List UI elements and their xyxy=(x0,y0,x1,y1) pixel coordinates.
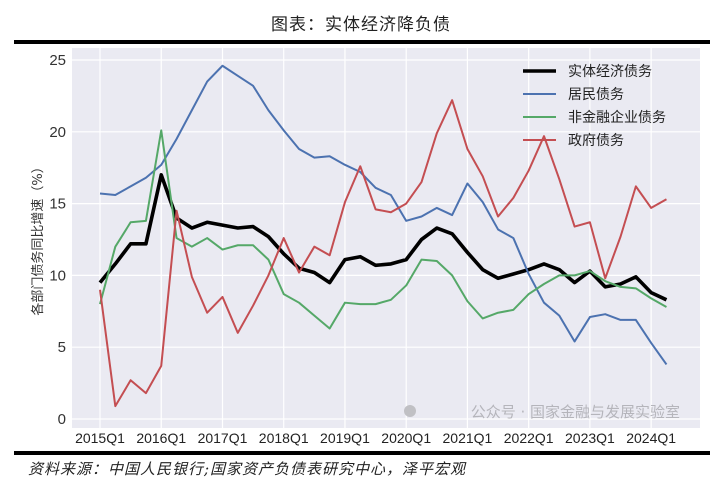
legend-label: 非金融企业债务 xyxy=(568,109,666,126)
y-tick-label: 15 xyxy=(49,196,66,213)
x-tick-label: 2016Q1 xyxy=(136,430,186,446)
y-tick-label: 20 xyxy=(49,124,66,141)
legend-label: 实体经济债务 xyxy=(568,64,652,80)
y-axis-label: 各部门债务同比增速（%） xyxy=(30,160,46,315)
source-note: 资料来源：中国人民银行;国家资产负债表研究中心，泽平宏观 xyxy=(28,460,467,478)
y-tick-label: 5 xyxy=(58,339,66,356)
legend-label: 政府债务 xyxy=(568,133,624,149)
x-tick-label: 2015Q1 xyxy=(75,430,125,446)
x-tick-label: 2021Q1 xyxy=(443,430,493,446)
series-line-2 xyxy=(99,64,668,366)
plot-area xyxy=(72,48,700,428)
x-tick-label: 2022Q1 xyxy=(504,430,554,446)
series-line-4 xyxy=(99,99,667,408)
x-tick-label: 2020Q1 xyxy=(381,430,431,446)
top-rule xyxy=(14,40,710,44)
x-tick-label: 2019Q1 xyxy=(320,430,370,446)
y-tick-label: 0 xyxy=(58,411,66,428)
x-tick-label: 2017Q1 xyxy=(198,430,248,446)
watermark: 公众号 · 国家金融与发展实验室 xyxy=(471,403,680,421)
y-tick-label: 10 xyxy=(49,267,66,284)
series-line-1 xyxy=(98,173,668,302)
y-tick-label: 25 xyxy=(49,52,66,69)
bottom-rule xyxy=(14,451,710,455)
x-tick-label: 2018Q1 xyxy=(259,430,309,446)
chart-title: 图表：实体经济降负债 xyxy=(271,15,451,35)
legend-label: 居民债务 xyxy=(568,87,624,103)
x-tick-label: 2024Q1 xyxy=(626,430,676,446)
wechat-icon xyxy=(404,405,416,417)
series-line-3 xyxy=(99,129,667,330)
x-tick-label: 2023Q1 xyxy=(565,430,615,446)
